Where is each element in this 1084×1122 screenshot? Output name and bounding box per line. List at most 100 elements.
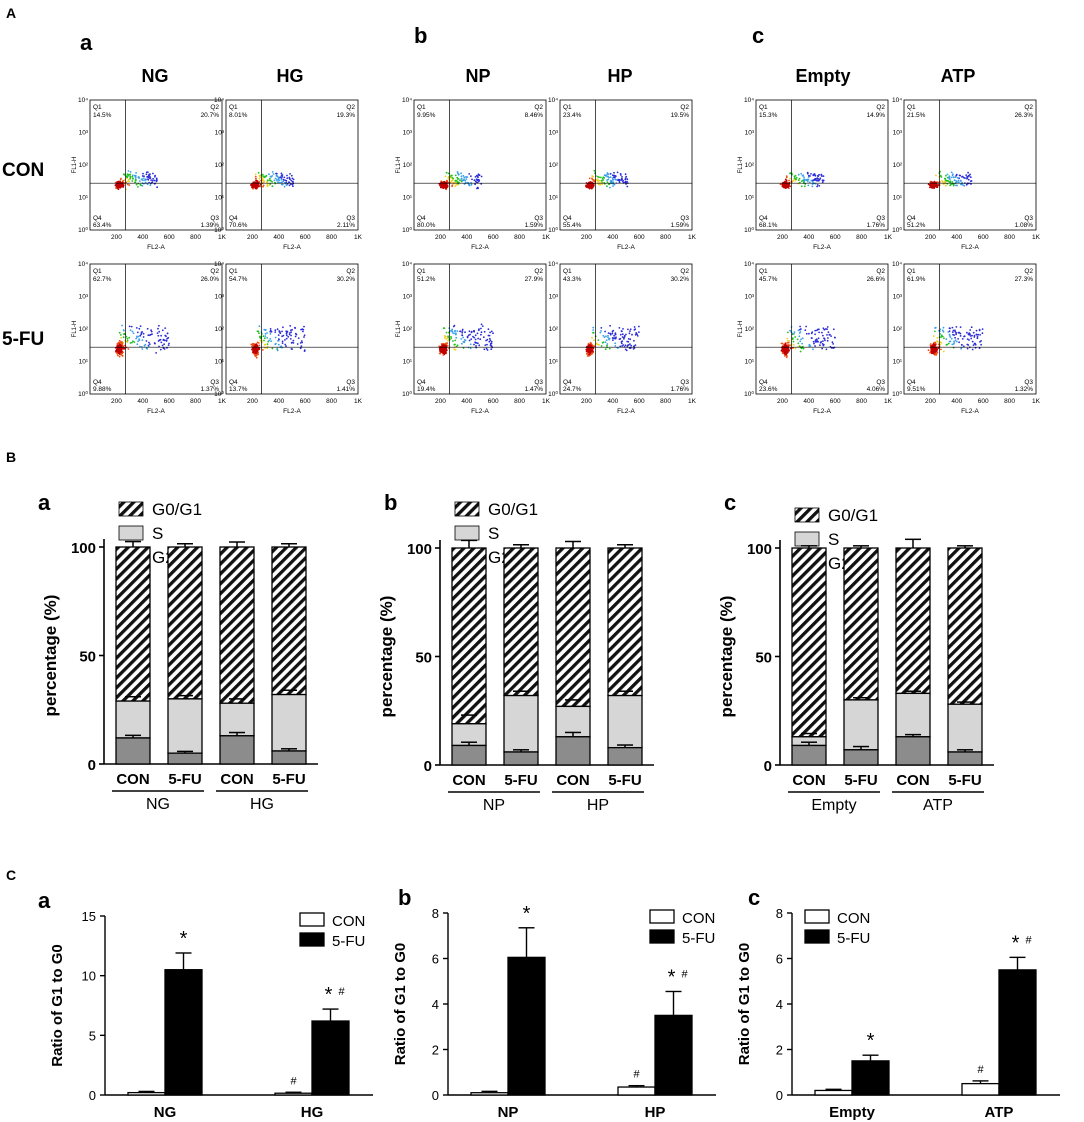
- event-dot: [824, 339, 826, 342]
- sublabel: c: [724, 490, 736, 515]
- event-dot: [468, 173, 471, 175]
- x-tick: 400: [951, 234, 962, 241]
- event-dot: [958, 174, 961, 177]
- event-dot: [478, 344, 481, 347]
- plot-frame: [225, 99, 359, 231]
- event-dot: [587, 342, 590, 345]
- event-dot: [148, 341, 150, 344]
- event-dot: [794, 174, 797, 177]
- event-dot: [163, 343, 166, 346]
- event-dot: [440, 348, 443, 351]
- event-dot: [285, 332, 288, 335]
- event-dot: [159, 338, 162, 341]
- col-label-NG: NG: [142, 66, 169, 86]
- bar-5-FU: [164, 969, 203, 1096]
- x-tick-label: 5-FU: [608, 772, 641, 789]
- event-dot: [965, 174, 968, 177]
- event-dot: [131, 330, 134, 333]
- event-dot: [283, 176, 286, 179]
- event-dot: [281, 340, 284, 343]
- event-dot: [489, 339, 492, 342]
- y-tick-label: 0: [89, 1088, 96, 1103]
- event-dot: [801, 174, 804, 177]
- event-dot: [158, 324, 160, 327]
- event-dot: [133, 341, 136, 344]
- event-dot: [940, 334, 943, 337]
- q4-label: Q4: [759, 215, 768, 222]
- event-dot: [940, 336, 942, 338]
- y-tick: 10⁰: [78, 390, 88, 398]
- event-dot: [118, 331, 121, 334]
- event-dot: [256, 353, 259, 356]
- event-dot: [808, 174, 810, 177]
- q4-value: 9.88%: [93, 386, 112, 393]
- event-dot: [120, 342, 123, 344]
- y-tick-label: 6: [776, 952, 783, 967]
- event-dot: [619, 333, 622, 336]
- bar-g0g1: [167, 546, 203, 700]
- event-dot: [123, 179, 126, 181]
- event-dot: [588, 354, 590, 357]
- event-dot: [464, 180, 467, 182]
- event-dot: [591, 177, 593, 180]
- event-dot: [290, 174, 293, 177]
- event-dot: [467, 183, 470, 186]
- event-dot: [132, 340, 134, 342]
- q3-value: 1.37%: [201, 386, 220, 393]
- event-dot: [954, 329, 956, 332]
- event-dot: [152, 177, 155, 180]
- event-dot: [132, 332, 135, 335]
- event-dot: [140, 178, 143, 181]
- bar-5-FU: [654, 1014, 693, 1096]
- event-dot: [480, 175, 483, 178]
- event-dot: [156, 186, 159, 189]
- event-dot: [821, 181, 824, 184]
- y-tick: 10²: [745, 162, 755, 169]
- event-dot: [143, 177, 145, 180]
- event-dot: [290, 342, 293, 344]
- x-tick: 800: [190, 234, 201, 241]
- event-dot: [444, 187, 447, 190]
- event-dot: [816, 185, 818, 188]
- legend-label: 5-FU: [332, 933, 365, 950]
- event-dot: [588, 353, 590, 356]
- event-dot: [815, 340, 818, 343]
- y-tick: 10¹: [745, 195, 755, 202]
- bar-g2m: [115, 737, 151, 765]
- legend-swatch: [299, 912, 325, 927]
- event-dot: [142, 172, 144, 175]
- event-dot: [441, 344, 444, 347]
- y-tick: 10⁴: [78, 261, 88, 268]
- q1-label: Q1: [563, 268, 572, 275]
- sublabel: b: [398, 885, 411, 910]
- bar-g0g1: [555, 547, 591, 708]
- significance-hash: #: [1025, 934, 1032, 946]
- event-dot: [252, 351, 255, 354]
- x-tick: 600: [830, 398, 841, 405]
- event-dot: [804, 329, 807, 332]
- event-dot: [620, 342, 623, 345]
- event-dot: [269, 183, 272, 185]
- event-dot: [609, 172, 612, 175]
- event-dot: [621, 340, 624, 343]
- event-dot: [785, 350, 788, 353]
- event-dot: [157, 340, 160, 342]
- event-dot: [439, 184, 441, 187]
- q3-label: Q3: [876, 215, 885, 222]
- y-tick-label: 0: [424, 758, 432, 775]
- event-dot: [276, 347, 279, 350]
- event-dot: [618, 338, 621, 340]
- event-dot: [288, 333, 291, 336]
- event-dot: [441, 349, 444, 352]
- event-dot: [621, 180, 624, 183]
- q4-label: Q4: [93, 379, 102, 386]
- event-dot: [624, 180, 627, 183]
- panel-label-A: A: [6, 5, 16, 21]
- legend-swatch: [794, 531, 820, 547]
- event-dot: [820, 174, 823, 177]
- y-tick: 10⁰: [78, 226, 88, 234]
- event-dot: [261, 178, 264, 181]
- event-dot: [446, 186, 448, 189]
- event-dot: [148, 334, 151, 337]
